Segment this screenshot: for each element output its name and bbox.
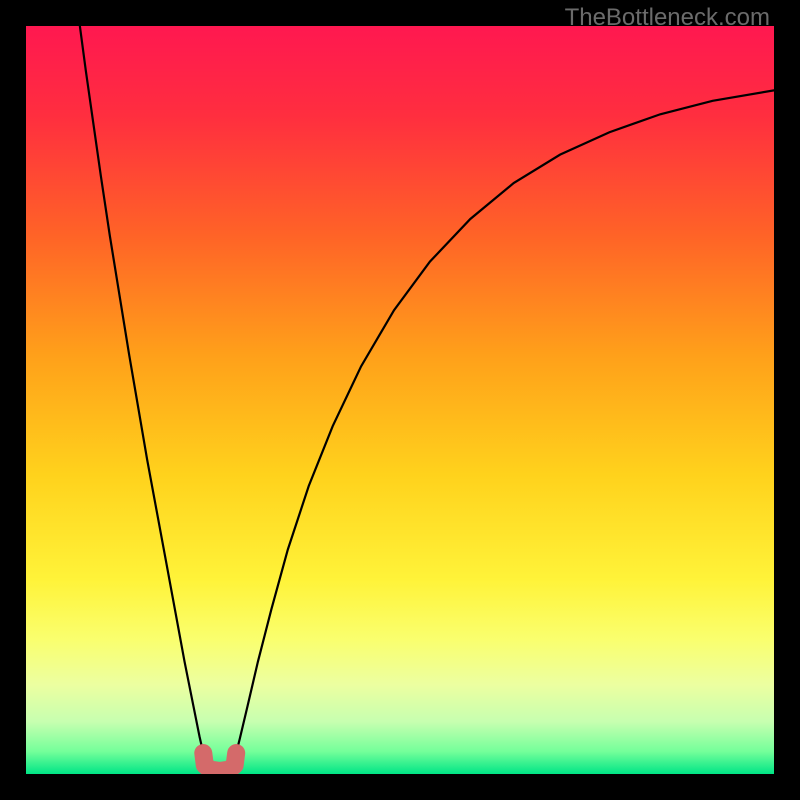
gradient-background: [26, 26, 774, 774]
chart-svg: [26, 26, 774, 774]
plot-area: [26, 26, 774, 774]
watermark-label: TheBottleneck.com: [565, 4, 770, 32]
